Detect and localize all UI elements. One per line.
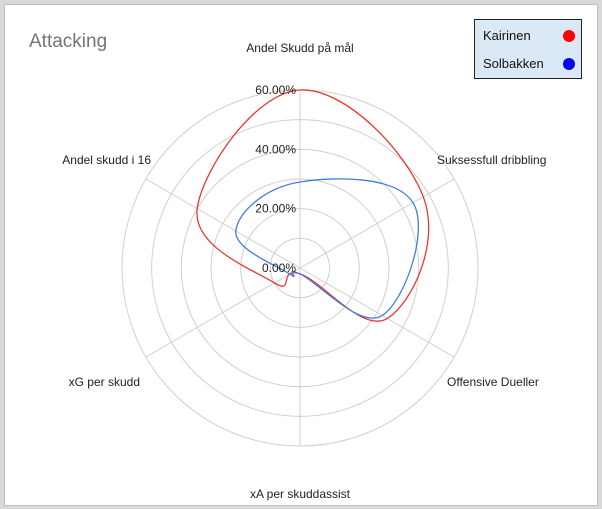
radial-tick-label: 40.00% — [255, 142, 296, 156]
plot-area: Attacking — [4, 4, 598, 506]
axis-label: Andel skudd i 16 — [62, 153, 151, 167]
axis-label: Suksessfull dribbling — [437, 153, 546, 167]
grid-spoke — [299, 178, 455, 269]
axis-label: xA per skuddassist — [250, 487, 351, 501]
series-line-solbakken — [235, 178, 419, 319]
chart-title: Attacking — [29, 31, 108, 52]
legend: Kairinen Solbakken — [474, 19, 582, 79]
radial-ticks: 0.00% 20.00% 40.00% 60.00% — [255, 83, 296, 275]
radar-series — [196, 89, 430, 322]
legend-marker-kairinen — [563, 29, 575, 42]
series-line-kairinen — [196, 89, 430, 322]
radial-tick-label: 0.00% — [262, 261, 296, 275]
radial-tick-label: 20.00% — [255, 202, 296, 216]
grid-spoke — [145, 178, 301, 269]
radial-tick-label: 60.00% — [255, 83, 296, 97]
axis-labels: Andel Skudd på mål Suksessfull dribbling O… — [62, 41, 546, 501]
grid-spoke — [299, 267, 455, 358]
legend-label-solbakken: Solbakken — [483, 56, 544, 71]
legend-item-kairinen: Kairinen — [483, 28, 575, 43]
axis-label: Andel Skudd på mål — [246, 41, 353, 55]
axis-label: Offensive Dueller — [447, 375, 539, 389]
grid-spoke — [145, 267, 301, 358]
legend-label-kairinen: Kairinen — [483, 28, 531, 43]
radar-grid — [121, 89, 479, 447]
legend-item-solbakken: Solbakken — [483, 56, 575, 71]
axis-label: xG per skudd — [69, 375, 140, 389]
legend-marker-solbakken — [563, 57, 575, 70]
